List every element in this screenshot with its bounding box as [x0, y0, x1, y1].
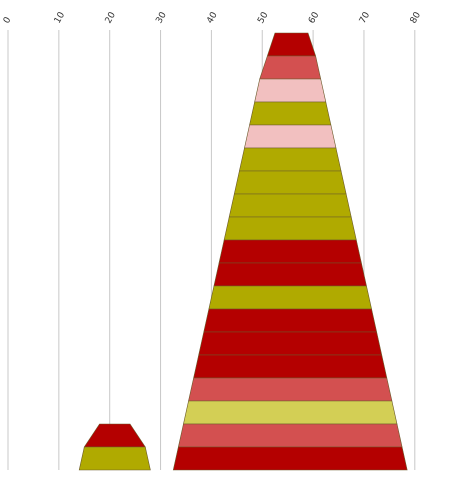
funnel-bands	[78, 32, 408, 471]
band-s1-0	[83, 423, 146, 448]
band-s0-4	[244, 124, 337, 149]
band-s0-16	[183, 400, 398, 425]
band-s0-2	[254, 78, 327, 103]
band-s0-3	[249, 101, 332, 126]
band-s0-8	[223, 216, 357, 241]
band-s0-9	[218, 239, 362, 264]
band-s0-13	[198, 331, 383, 356]
tick-label-70: 70	[358, 10, 373, 25]
tick-label-40: 40	[205, 10, 220, 25]
band-s0-18	[172, 446, 408, 471]
band-s1-1	[78, 446, 151, 471]
band-s0-14	[193, 354, 388, 379]
tick-label-60: 60	[307, 10, 322, 25]
band-s0-0	[266, 32, 317, 57]
band-s0-17	[177, 423, 403, 448]
tick-labels: 0 10 20 30 40 50 60 70 80	[2, 10, 423, 25]
band-s0-10	[213, 262, 367, 287]
tick-label-0: 0	[2, 15, 14, 25]
tick-label-80: 80	[409, 10, 424, 25]
band-s0-1	[259, 55, 322, 80]
tick-label-20: 20	[104, 10, 119, 25]
tick-label-50: 50	[256, 10, 271, 25]
tick-label-10: 10	[53, 10, 68, 25]
band-s0-15	[188, 377, 393, 402]
band-s0-12	[203, 308, 378, 333]
band-s0-6	[233, 170, 347, 195]
band-s0-5	[238, 147, 342, 172]
band-s0-7	[228, 193, 352, 218]
tick-label-30: 30	[154, 10, 169, 25]
band-s0-11	[208, 285, 372, 310]
